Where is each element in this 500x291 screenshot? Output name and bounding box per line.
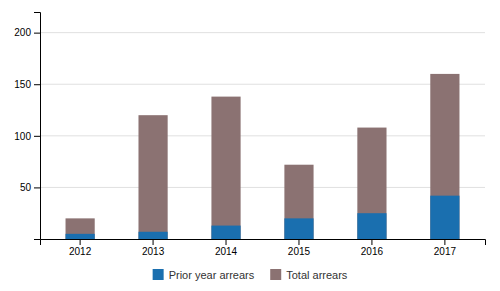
x-tick-label: 2014	[215, 246, 238, 257]
y-tick-label: 100	[14, 131, 31, 142]
x-tick-mark	[298, 239, 299, 245]
y-tick-label: 200	[14, 27, 31, 38]
bars	[66, 74, 460, 239]
bar	[430, 196, 459, 239]
bar	[138, 232, 167, 239]
legend: Prior year arrears Total arrears	[153, 269, 348, 281]
plot: 50 100 150 200 2012 2013 2014 2015 2016 2017	[14, 13, 485, 258]
bar	[284, 218, 313, 239]
x-tick: 2013	[142, 239, 165, 257]
bar	[357, 128, 386, 239]
bar	[284, 165, 313, 239]
bar	[430, 74, 459, 239]
grid-line	[40, 187, 485, 188]
y-tick-mark	[34, 187, 40, 188]
x-tick-mark	[80, 239, 81, 245]
y-tick-mark	[34, 136, 40, 137]
y-tick: 200	[14, 27, 40, 38]
bar	[66, 234, 95, 239]
x-tick: 2017	[434, 239, 457, 257]
bar-series	[66, 74, 460, 239]
grid-line	[40, 135, 485, 136]
y-axis-line	[34, 13, 41, 240]
y-tick: 50	[20, 182, 40, 193]
x-tick: 2014	[215, 239, 238, 257]
x-tick: 2016	[361, 239, 384, 257]
legend-swatch	[153, 269, 164, 280]
legend-label: Prior year arrears	[169, 269, 255, 281]
x-tick-mark	[226, 239, 227, 245]
grid	[40, 33, 485, 188]
x-tick-label: 2016	[361, 246, 384, 257]
x-tick-label: 2015	[288, 246, 311, 257]
grid-line	[40, 84, 485, 85]
grid-line	[40, 32, 485, 33]
x-tick: 2012	[69, 239, 92, 257]
x-tick-label: 2013	[142, 246, 165, 257]
x-axis: 2012 2013 2014 2015 2016 2017	[41, 239, 486, 257]
bar	[138, 115, 167, 239]
bar	[357, 213, 386, 239]
y-tick: 150	[14, 79, 40, 90]
x-tick-mark	[371, 239, 372, 245]
bar	[211, 97, 240, 239]
y-tick-label: 150	[14, 79, 31, 90]
x-tick: 2015	[288, 239, 311, 257]
bar-series	[66, 196, 460, 239]
x-axis-line	[41, 240, 486, 246]
legend-swatch	[270, 269, 281, 280]
y-tick: 100	[14, 131, 40, 142]
x-tick-label: 2012	[69, 246, 92, 257]
bar	[66, 218, 95, 239]
x-tick-label: 2017	[434, 246, 457, 257]
legend-item: Total arrears	[270, 269, 348, 281]
chart: 50 100 150 200 2012 2013 2014 2015 2016 2017 Prior…	[0, 0, 500, 291]
bar	[211, 226, 240, 239]
x-tick-mark	[153, 239, 154, 245]
legend-label: Total arrears	[286, 269, 348, 281]
y-tick-mark	[34, 84, 40, 85]
y-tick-mark	[34, 33, 40, 34]
legend-item: Prior year arrears	[153, 269, 255, 281]
y-axis: 50 100 150 200	[14, 13, 40, 240]
x-tick-mark	[444, 239, 445, 245]
y-tick-label: 50	[20, 182, 32, 193]
